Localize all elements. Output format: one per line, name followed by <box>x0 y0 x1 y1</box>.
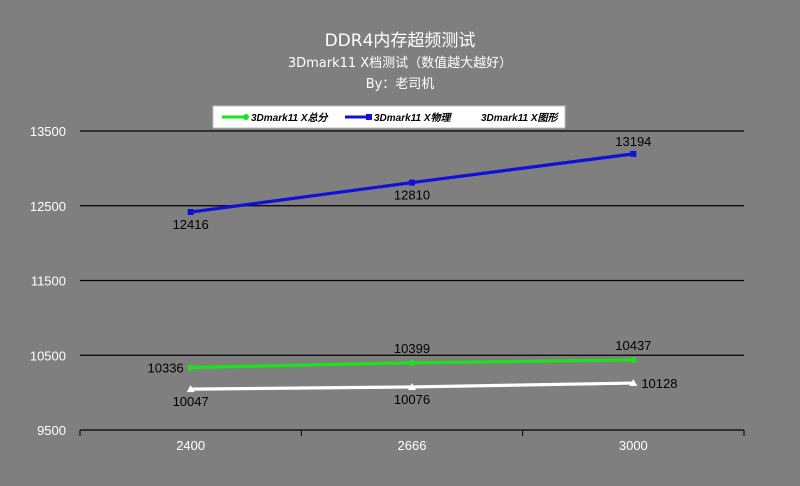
y-tick-label: 10500 <box>30 348 66 363</box>
data-label: 12416 <box>173 217 209 232</box>
legend-marker <box>366 114 372 120</box>
y-tick-label: 12500 <box>30 199 66 214</box>
data-point <box>409 359 415 366</box>
data-point <box>630 150 637 157</box>
data-point <box>187 364 194 371</box>
data-label: 12810 <box>394 188 430 203</box>
x-tick-label: 3000 <box>619 438 648 453</box>
axes: 9500 10500 11500 12500 13500 2400 2666 3000 <box>30 124 745 453</box>
data-label: 10437 <box>615 338 651 353</box>
chart-author: By：老司机 <box>366 77 435 92</box>
legend-marker <box>472 113 480 120</box>
legend: 3Dmark11 X总分 3Dmark11 X物理 3Dmark11 X图形 <box>212 105 566 129</box>
data-label: 10128 <box>641 376 677 391</box>
legend-box <box>212 105 566 129</box>
y-tick-label: 9500 <box>37 423 66 438</box>
data-label: 10399 <box>394 341 430 356</box>
data-label: 13194 <box>615 134 651 149</box>
x-tick-label: 2666 <box>398 438 427 453</box>
data-label: 10076 <box>394 392 430 407</box>
data-point <box>629 379 638 387</box>
data-labels: 10336 10399 10437 12416 12810 13194 10047 10076… <box>148 134 678 409</box>
data-point <box>186 385 195 393</box>
legend-label: 3Dmark11 X物理 <box>374 112 453 124</box>
data-label: 10047 <box>173 394 209 409</box>
legend-marker <box>243 114 249 120</box>
legend-items: 3Dmark11 X总分 3Dmark11 X物理 3Dmark11 X图形 <box>222 112 560 124</box>
y-tick-label: 11500 <box>31 274 66 289</box>
data-point <box>187 209 194 216</box>
y-tick-label: 13500 <box>30 124 66 139</box>
chart-subtitle: 3Dmark11 X档测试（数值越大越好） <box>288 55 512 71</box>
legend-label: 3Dmark11 X总分 <box>251 112 330 124</box>
gridlines <box>80 130 744 431</box>
data-point <box>408 382 416 390</box>
series-layer <box>186 150 638 393</box>
x-tick-label: 2400 <box>176 438 205 453</box>
data-label: 10336 <box>148 361 184 376</box>
data-point <box>409 179 415 186</box>
data-point <box>630 356 637 363</box>
legend-label: 3Dmark11 X图形 <box>481 112 560 124</box>
chart-title: DDR4内存超频测试 <box>325 31 476 51</box>
